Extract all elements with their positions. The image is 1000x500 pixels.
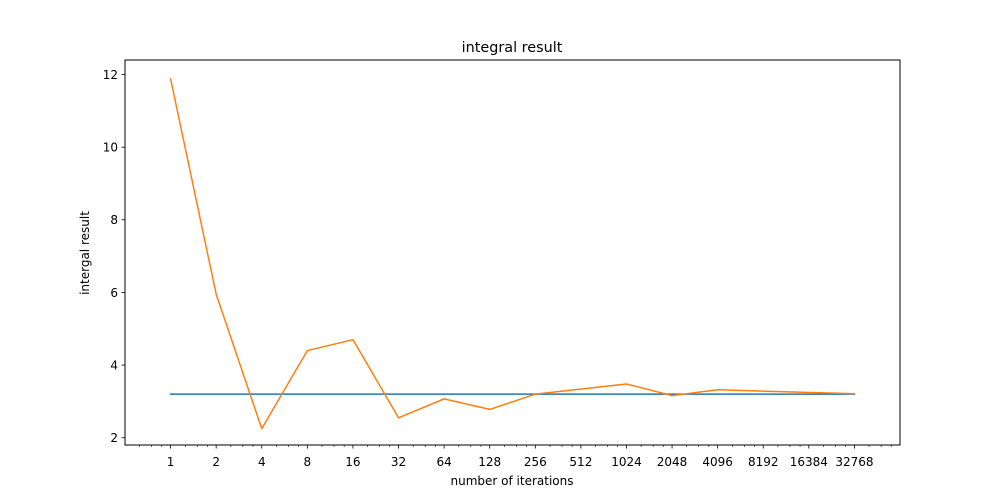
x-axis: 1 2 4 8 16 32 64 128 256 512 1024 2048 4096 8192 16384… bbox=[139, 445, 892, 469]
y-tick-label: 2 bbox=[110, 431, 118, 445]
x-tick-label: 64 bbox=[436, 455, 451, 469]
y-axis: 2 4 6 8 10 12 bbox=[103, 68, 125, 445]
x-tick-label: 4 bbox=[258, 455, 266, 469]
chart-title: integral result bbox=[462, 40, 563, 56]
series-layer bbox=[169, 78, 856, 430]
x-tick-label: 32 bbox=[391, 455, 406, 469]
x-tick-label: 1024 bbox=[611, 455, 642, 469]
x-tick-label: 256 bbox=[524, 455, 547, 469]
x-tick-label: 8192 bbox=[748, 455, 779, 469]
y-tick-label: 6 bbox=[110, 286, 118, 300]
x-tick-label: 2048 bbox=[657, 455, 688, 469]
x-tick-label: 16 bbox=[345, 455, 360, 469]
x-tick-label: 16384 bbox=[790, 455, 828, 469]
y-tick-label: 8 bbox=[110, 213, 118, 227]
x-axis-label: number of iterations bbox=[451, 474, 574, 488]
x-tick-label: 1 bbox=[167, 455, 175, 469]
y-tick-label: 4 bbox=[110, 358, 118, 372]
x-tick-label: 32768 bbox=[835, 455, 873, 469]
x-tick-label: 8 bbox=[304, 455, 312, 469]
x-tick-label: 128 bbox=[478, 455, 501, 469]
y-tick-label: 10 bbox=[103, 140, 118, 154]
y-axis-label: intergal result bbox=[78, 211, 92, 295]
x-tick-label: 4096 bbox=[702, 455, 733, 469]
y-tick-label: 12 bbox=[103, 68, 118, 82]
plot-frame bbox=[124, 59, 901, 446]
x-tick-label: 512 bbox=[569, 455, 592, 469]
x-tick-label: 2 bbox=[212, 455, 220, 469]
series-line-2 bbox=[169, 78, 856, 430]
